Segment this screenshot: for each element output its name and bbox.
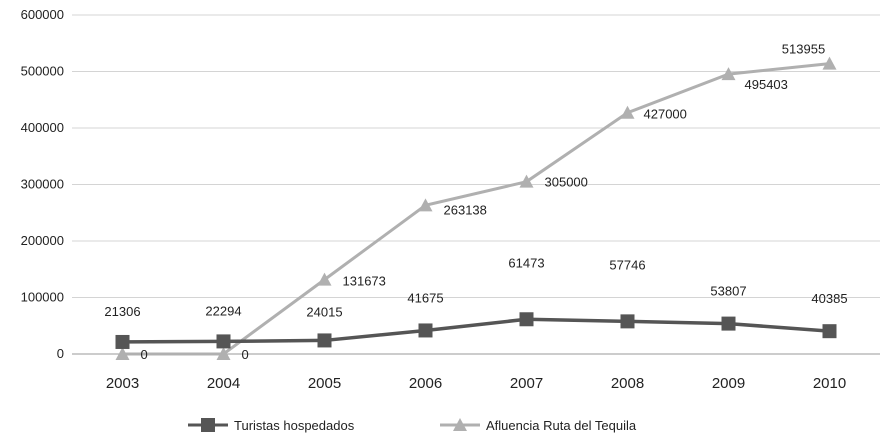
series-lines [115,56,837,360]
triangle-marker [620,105,635,119]
triangle-marker [317,272,332,286]
data-label: 305000 [545,175,588,190]
triangle-marker [115,347,130,360]
legend-label: Turistas hospedados [234,418,355,433]
data-label: 263138 [444,202,487,217]
square-marker [201,418,215,432]
square-marker [317,333,332,348]
square-marker [418,323,433,338]
data-label: 0 [242,347,249,362]
data-label: 0 [141,347,148,362]
x-tick-label: 2004 [207,375,240,392]
y-tick-label: 400000 [21,120,64,135]
square-marker [216,334,231,349]
square-marker [115,334,130,349]
triangle-marker [216,347,231,360]
x-tick-label: 2007 [510,375,543,392]
triangle-marker [453,418,467,431]
data-label: 513955 [782,42,825,57]
y-tick-label: 0 [57,346,64,361]
gridlines [72,14,880,355]
x-tick-label: 2010 [813,375,846,392]
legend: Turistas hospedados Afluencia Ruta del Te… [188,418,637,433]
data-label: 427000 [644,107,687,122]
square-marker [721,316,736,331]
data-label: 41675 [407,290,443,305]
x-tick-label: 2008 [611,375,644,392]
triangle-marker [418,198,433,212]
square-marker [519,312,534,327]
data-label: 21306 [104,304,140,319]
data-label: 131673 [343,274,386,289]
y-tick-label: 600000 [21,7,64,22]
x-tick-label: 2009 [712,375,745,392]
square-marker [620,314,635,329]
y-tick-label: 100000 [21,290,64,305]
data-label: 40385 [811,291,847,306]
y-tick-label: 200000 [21,233,64,248]
x-tick-label: 2003 [106,375,139,392]
data-label: 57746 [609,257,645,272]
y-tick-label: 500000 [21,64,64,79]
x-tick-label: 2006 [409,375,442,392]
data-labels: 21306 22294 24015 41675 61473 57746 53807 40385… [104,42,847,362]
y-tick-label: 300000 [21,177,64,192]
data-label: 495403 [745,77,788,92]
data-label: 24015 [306,304,342,319]
data-label: 22294 [205,303,241,318]
series-line [122,317,830,344]
triangle-marker [519,174,534,188]
legend-label: Afluencia Ruta del Tequila [486,418,637,433]
square-marker [822,324,837,339]
data-label: 61473 [508,255,544,270]
x-axis-ticks: 2003 2004 2005 2006 2007 2008 2009 2010 [106,375,846,392]
x-tick-label: 2005 [308,375,341,392]
data-label: 53807 [710,284,746,299]
y-axis-ticks: 0 100000 200000 300000 400000 500000 600000 [21,7,64,361]
triangle-marker [721,67,736,81]
triangle-marker [822,56,837,70]
